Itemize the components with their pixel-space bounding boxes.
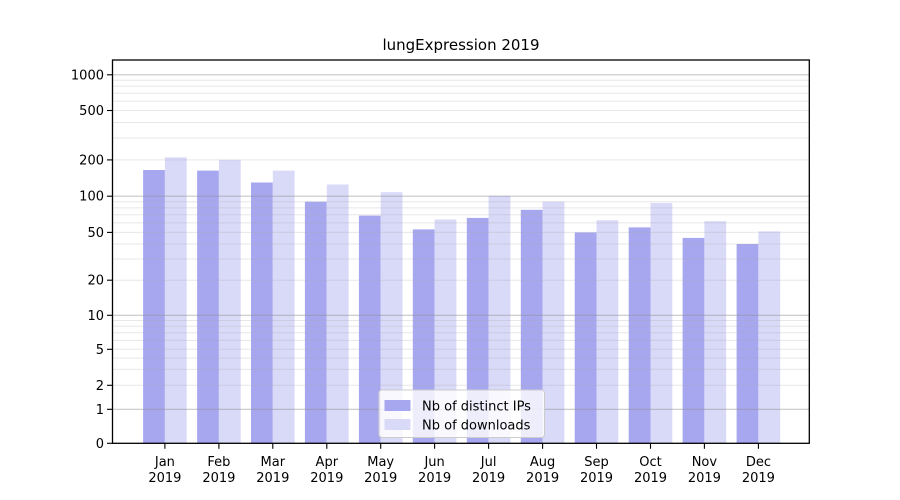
chart-title: lungExpression 2019 — [382, 36, 539, 54]
x-tick-label-feb-year: 2019 — [202, 471, 235, 486]
legend-label-distinct-ips: Nb of distinct IPs — [422, 400, 531, 415]
x-tick-label-dec-year: 2019 — [742, 471, 775, 486]
bar-pair-mar — [251, 170, 295, 444]
bars-layer — [143, 157, 781, 444]
y-tick-label-100: 100 — [79, 190, 104, 205]
y-tick-label-20: 20 — [87, 274, 104, 289]
x-tick-label-dec-month: Dec — [746, 455, 771, 470]
y-tick-label-0: 0 — [96, 437, 104, 452]
x-tick-label-aug-year: 2019 — [526, 471, 559, 486]
x-tick-label-sep-month: Sep — [584, 455, 609, 470]
bar-pair-apr — [304, 184, 349, 444]
x-tick-label-nov-month: Nov — [692, 455, 718, 470]
bar-pair-nov — [682, 221, 727, 444]
axis-ticks-layer: 01251020501002005001000Jan2019Feb2019Mar… — [71, 68, 775, 486]
bar-pair-sep — [574, 220, 619, 444]
bar-feb-distinct-ips — [197, 170, 219, 444]
bar-nov-downloads — [704, 221, 727, 444]
bar-oct-distinct-ips — [628, 227, 651, 444]
y-tick-label-2: 2 — [96, 379, 104, 394]
x-tick-label-nov-year: 2019 — [688, 471, 721, 486]
x-tick-label-jan-month: Jan — [154, 455, 175, 470]
x-tick-label-mar-month: Mar — [261, 455, 286, 470]
bar-jan-distinct-ips — [143, 170, 165, 444]
bar-jul-distinct-ips — [466, 217, 489, 444]
bar-mar-downloads — [272, 170, 295, 444]
bar-pair-feb — [197, 159, 241, 444]
bar-may-distinct-ips — [358, 215, 381, 444]
bar-apr-distinct-ips — [304, 201, 327, 444]
x-tick-label-aug-month: Aug — [530, 455, 555, 470]
x-tick-label-sep-year: 2019 — [580, 471, 613, 486]
bar-apr-downloads — [326, 184, 349, 444]
bar-jul-downloads — [488, 195, 511, 444]
bar-pair-may — [358, 192, 403, 444]
bar-sep-distinct-ips — [574, 232, 597, 444]
x-tick-label-jun-month: Jun — [423, 455, 444, 470]
y-tick-label-1000: 1000 — [71, 68, 104, 83]
bar-mar-distinct-ips — [251, 182, 273, 444]
bar-dec-distinct-ips — [736, 244, 759, 444]
x-tick-label-jul-year: 2019 — [472, 471, 505, 486]
x-tick-label-mar-year: 2019 — [256, 471, 289, 486]
legend-swatch-distinct-ips — [384, 400, 411, 411]
x-tick-label-feb-month: Feb — [207, 455, 230, 470]
bar-pair-oct — [628, 202, 673, 444]
x-tick-label-oct-year: 2019 — [634, 471, 667, 486]
bar-nov-distinct-ips — [682, 237, 705, 444]
bar-may-downloads — [380, 192, 403, 444]
bar-dec-downloads — [758, 231, 781, 444]
bar-pair-jan — [143, 157, 187, 444]
x-tick-label-apr-month: Apr — [316, 455, 339, 470]
bar-oct-downloads — [650, 202, 673, 444]
plot-frame-layer — [111, 59, 810, 444]
x-tick-label-jul-month: Jul — [480, 455, 497, 470]
y-tick-label-5: 5 — [96, 343, 104, 358]
bar-aug-downloads — [542, 201, 565, 444]
x-tick-label-jun-year: 2019 — [418, 471, 451, 486]
legend: Nb of distinct IPs Nb of downloads — [378, 389, 545, 438]
legend-swatch-downloads — [384, 419, 411, 430]
x-tick-label-apr-year: 2019 — [310, 471, 343, 486]
bar-aug-distinct-ips — [520, 209, 543, 444]
y-tick-label-10: 10 — [87, 309, 104, 324]
bar-pair-aug — [520, 201, 565, 444]
plot-border — [111, 59, 810, 444]
grid-layer — [112, 74, 810, 410]
legend-box — [378, 389, 545, 438]
y-tick-label-500: 500 — [79, 104, 104, 119]
bar-jan-downloads — [164, 157, 187, 444]
bar-feb-downloads — [218, 159, 241, 444]
bar-pair-dec — [736, 231, 781, 444]
y-tick-label-1: 1 — [96, 403, 104, 418]
x-tick-label-may-year: 2019 — [364, 471, 397, 486]
y-tick-label-50: 50 — [87, 226, 104, 241]
bar-pair-jul — [466, 195, 511, 444]
y-tick-label-200: 200 — [79, 153, 104, 168]
x-tick-label-may-month: May — [367, 455, 394, 470]
bar-jun-downloads — [434, 219, 457, 444]
x-tick-label-jan-year: 2019 — [148, 471, 181, 486]
legend-label-downloads: Nb of downloads — [422, 419, 531, 434]
x-tick-label-oct-month: Oct — [639, 455, 661, 470]
bar-sep-downloads — [596, 220, 619, 444]
